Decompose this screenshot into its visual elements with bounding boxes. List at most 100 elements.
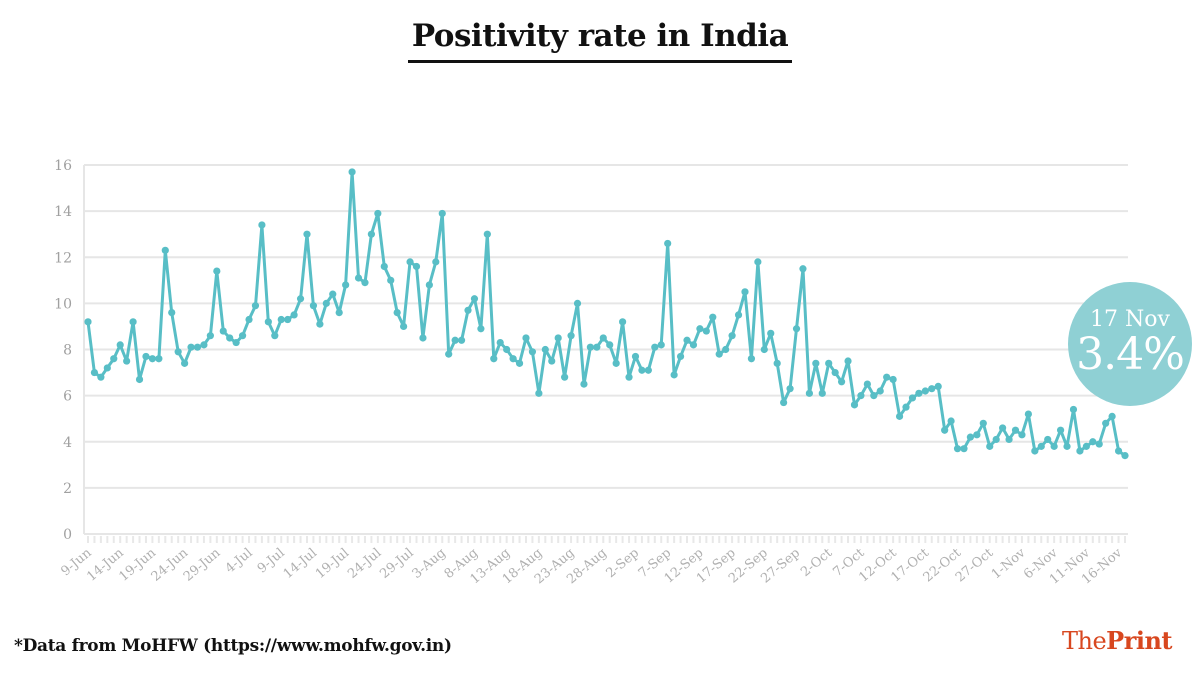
- data-point: [515, 359, 524, 367]
- data-point: [406, 258, 414, 266]
- data-point: [329, 290, 337, 298]
- data-point: [792, 325, 801, 333]
- data-point: [934, 382, 942, 390]
- data-point: [741, 288, 749, 296]
- logo-the: The: [1062, 627, 1107, 655]
- y-tick-label: 0: [63, 527, 72, 543]
- data-point: [812, 359, 820, 367]
- data-point: [541, 345, 549, 354]
- data-point: [825, 359, 833, 367]
- data-point: [670, 371, 678, 379]
- data-point: [722, 345, 730, 354]
- data-point: [470, 295, 479, 303]
- y-tick-label: 16: [54, 158, 72, 174]
- data-point: [586, 343, 594, 351]
- data-point: [155, 355, 163, 363]
- x-tick-label: 14-Jul: [281, 546, 320, 582]
- data-point: [445, 350, 453, 358]
- data-point: [593, 343, 601, 351]
- latest-value-callout: 17 Nov 3.4%: [1068, 282, 1192, 406]
- data-point: [1121, 451, 1129, 460]
- data-point: [206, 332, 214, 340]
- data-point: [728, 332, 736, 340]
- data-point: [425, 281, 433, 289]
- x-tick-label: 2-Oct: [798, 545, 836, 580]
- data-point: [193, 343, 202, 351]
- data-point: [1108, 412, 1116, 420]
- data-point: [90, 368, 99, 377]
- y-tick-label: 14: [54, 204, 72, 220]
- data-point: [657, 341, 665, 349]
- data-point: [619, 318, 627, 326]
- data-point: [528, 348, 537, 356]
- data-point: [135, 375, 144, 384]
- y-axis-ticks: 0 2 4 6 8 10 12 14 16: [54, 158, 72, 543]
- data-point: [780, 398, 788, 407]
- data-point: [226, 334, 234, 342]
- data-point: [103, 364, 111, 372]
- data-point: [1018, 431, 1026, 439]
- data-point: [773, 359, 781, 367]
- x-tick-label: 19-Jul: [313, 546, 352, 582]
- data-point: [380, 262, 388, 271]
- data-point: [625, 373, 633, 381]
- data-point: [354, 274, 363, 282]
- data-point: [522, 334, 530, 342]
- data-point: [973, 431, 981, 439]
- data-point: [651, 343, 659, 351]
- data-point: [393, 309, 401, 317]
- data-point: [1069, 405, 1078, 414]
- data-point: [284, 315, 292, 324]
- x-tick-label: 4-Jul: [223, 546, 256, 577]
- data-point: [238, 332, 247, 340]
- data-point: [1089, 438, 1097, 446]
- x-tick-label: 29-Jun: [181, 545, 224, 584]
- data-point: [689, 341, 698, 349]
- data-point: [1114, 447, 1123, 455]
- data-point: [232, 338, 240, 347]
- y-tick-label: 10: [54, 296, 72, 312]
- data-point: [322, 299, 330, 307]
- data-point: [271, 332, 279, 340]
- y-tick-label: 6: [63, 389, 72, 405]
- data-point: [992, 435, 1000, 444]
- data-point: [483, 230, 491, 238]
- data-point: [850, 401, 859, 409]
- data-point: [683, 336, 691, 344]
- data-point: [818, 389, 826, 397]
- data-point: [361, 279, 369, 287]
- x-tick-label: 2-Sep: [604, 546, 642, 582]
- data-point: [953, 445, 962, 453]
- title-wrapper: Positivity rate in India: [0, 18, 1200, 63]
- data-point: [844, 357, 852, 365]
- chart-title: Positivity rate in India: [407, 18, 793, 63]
- data-point: [316, 320, 324, 328]
- data-point: [509, 355, 517, 363]
- y-tick-label: 4: [63, 435, 72, 451]
- data-point: [123, 357, 131, 365]
- data-point: [129, 318, 137, 326]
- data-point: [573, 299, 582, 307]
- data-point: [715, 350, 723, 358]
- data-point: [676, 352, 685, 361]
- data-point: [110, 355, 118, 363]
- data-point: [457, 336, 466, 344]
- data-point: [799, 265, 807, 273]
- data-point: [1095, 440, 1103, 448]
- data-point: [966, 433, 975, 441]
- data-point: [296, 295, 305, 303]
- data-point: [1037, 442, 1045, 450]
- data-point: [644, 366, 652, 374]
- logo-print: Print: [1106, 626, 1173, 655]
- data-point: [335, 309, 343, 317]
- y-tick-label: 8: [63, 343, 72, 359]
- data-point: [631, 352, 640, 361]
- data-point: [870, 392, 878, 400]
- x-tick-label: 29-Jul: [377, 546, 416, 582]
- data-point: [548, 357, 556, 365]
- data-point: [554, 334, 562, 342]
- data-point: [245, 315, 253, 324]
- data-point: [464, 306, 472, 314]
